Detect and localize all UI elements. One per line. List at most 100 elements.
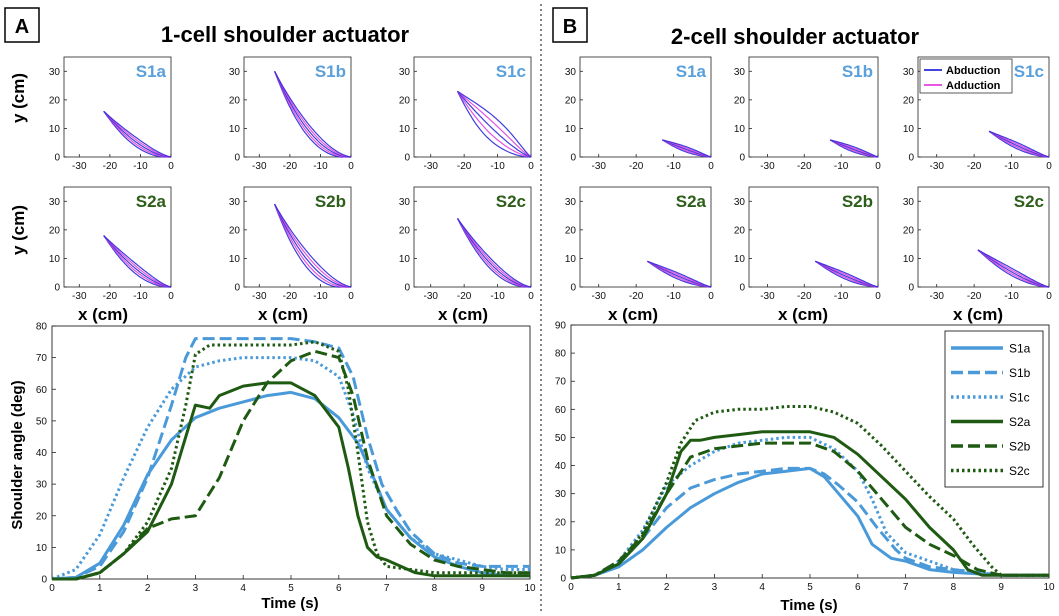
- angle-ytick-label: 0: [41, 575, 47, 586]
- abduction-trace: [274, 71, 352, 158]
- series-line-S1b: [51, 337, 530, 581]
- abduction-trace: [829, 139, 879, 158]
- adduction-trace: [647, 260, 712, 288]
- traj-ytick-label: 20: [229, 225, 241, 236]
- traj-ytick-label: 30: [49, 67, 61, 78]
- traj-xtick-label: 0: [528, 161, 534, 172]
- traj-ytick-label: 0: [739, 283, 745, 294]
- angle-ytick-label: 40: [36, 448, 48, 459]
- traj-subplot-1-S2b: -30 -20 -10 0 0 10 20 30 S2b: [734, 186, 881, 302]
- series-line-S2b: [52, 349, 530, 581]
- adduction-trace: [456, 218, 532, 288]
- angle-legend-text: S1c: [1009, 391, 1030, 405]
- adduction-trace: [977, 249, 1050, 288]
- panel-b-box: [552, 7, 588, 43]
- angle-ytick-label: 80: [36, 322, 48, 333]
- angle-xtick-label: 3: [712, 582, 718, 593]
- angle-ytick-label: 10: [555, 545, 567, 556]
- traj-ytick-label: 20: [903, 225, 915, 236]
- traj-xtick-label: -10: [490, 161, 505, 172]
- angle-xtick-label: 5: [288, 583, 294, 594]
- abduction-trace: [662, 139, 712, 158]
- traj-ytick-label: 30: [734, 67, 746, 78]
- traj-ytick-label: 20: [565, 95, 577, 106]
- traj-legend-box: [919, 58, 1013, 94]
- traj-xtick-label: -20: [283, 161, 298, 172]
- abduction-trace: [814, 260, 878, 288]
- adduction-trace: [662, 139, 712, 158]
- abduction-trace: [977, 249, 1050, 288]
- angle-ytick-label: 50: [555, 433, 567, 444]
- traj-ytick-label: 10: [49, 254, 61, 265]
- angle-plot-1: 0 1 2 3 4 5 6 7 8 9 10 0 10 20 30 40 50 60 70 80 90 S1a S1b S1c…: [555, 321, 1055, 594]
- traj-frame: [413, 186, 532, 288]
- traj-xtick-label: -30: [72, 291, 87, 302]
- traj-ytick-label: 20: [49, 225, 61, 236]
- x-cm-label-a2: x (cm): [258, 305, 308, 324]
- panel-a-box: [4, 7, 40, 43]
- traj-xtick-label: -30: [252, 161, 267, 172]
- traj-ytick-label: 10: [734, 254, 746, 265]
- angle-legend-text: S2a: [1009, 415, 1031, 429]
- traj-legend-text: Abduction: [946, 65, 1001, 77]
- traj-ytick-label: 10: [229, 254, 241, 265]
- series-line-S2c: [52, 340, 530, 581]
- traj-ytick-label: 30: [399, 67, 411, 78]
- traj-ytick-label: 10: [734, 124, 746, 135]
- traj-ytick-label: 20: [49, 95, 61, 106]
- traj-ytick-label: 30: [734, 197, 746, 208]
- subplot-id-label: S1c: [1014, 62, 1044, 81]
- traj-xtick-label: -30: [929, 291, 944, 302]
- traj-subplot-1-S2a: -30 -20 -10 0 0 10 20 30 S2a: [565, 186, 714, 302]
- traj-xtick-label: 0: [875, 291, 881, 302]
- traj-xtick-label: -30: [591, 161, 606, 172]
- traj-subplot-0-S2a: -30 -20 -10 0 0 10 20 30 S2a: [49, 186, 174, 302]
- adduction-trace: [103, 235, 172, 288]
- angle-ytick-label: 30: [555, 489, 567, 500]
- abduction-trace: [103, 235, 172, 288]
- angle-ytick-label: 30: [36, 480, 48, 491]
- x-cm-label-b3: x (cm): [953, 305, 1003, 324]
- abduction-trace: [274, 203, 352, 288]
- angle-legend-box: [944, 330, 1044, 488]
- panel-b-letter: B: [563, 16, 577, 38]
- traj-ytick-label: 10: [903, 124, 915, 135]
- traj-xtick-label: -20: [797, 291, 812, 302]
- traj-ytick-label: 30: [903, 197, 915, 208]
- angle-legend-text: S1a: [1009, 342, 1031, 356]
- traj-subplot-1-S1a: -30 -20 -10 0 0 10 20 30 S1a: [565, 56, 714, 172]
- traj-ytick-label: 30: [565, 67, 577, 78]
- traj-xtick-label: -10: [1004, 161, 1019, 172]
- adduction-trace: [103, 110, 172, 158]
- traj-xtick-label: -10: [834, 161, 849, 172]
- traj-ytick-label: 0: [234, 283, 240, 294]
- angle-xtick-label: 6: [855, 582, 861, 593]
- series-line-S1b: [570, 466, 1049, 580]
- angle-ytick-label: 50: [36, 416, 48, 427]
- traj-ytick-label: 10: [565, 124, 577, 135]
- traj-ytick-label: 0: [54, 283, 60, 294]
- subplot-id-label: S1b: [315, 62, 346, 81]
- adduction-trace: [988, 130, 1050, 158]
- traj-xtick-label: 0: [168, 291, 174, 302]
- subplot-id-label: S2b: [315, 192, 346, 211]
- angle-ytick-label: 60: [555, 405, 567, 416]
- time-label-a: Time (s): [261, 595, 318, 612]
- abduction-trace: [988, 130, 1049, 158]
- angle-xtick-label: 3: [193, 583, 199, 594]
- angle-ytick-label: 10: [36, 543, 48, 554]
- traj-xtick-label: 0: [875, 161, 881, 172]
- adduction-trace: [274, 203, 351, 288]
- subplot-id-label: S2a: [676, 192, 707, 211]
- subplot-id-label: S1c: [496, 62, 526, 81]
- adduction-trace: [103, 235, 171, 288]
- traj-subplot-0-S1b: -30 -20 -10 0 0 10 20 30 S1b: [229, 56, 354, 172]
- angle-frame: [51, 325, 531, 580]
- adduction-trace: [274, 71, 351, 158]
- subplot-id-label: S2a: [136, 192, 167, 211]
- traj-frame: [243, 186, 352, 288]
- angle-xtick-label: 0: [568, 582, 574, 593]
- angle-xtick-label: 1: [97, 583, 103, 594]
- traj-frame: [748, 186, 879, 288]
